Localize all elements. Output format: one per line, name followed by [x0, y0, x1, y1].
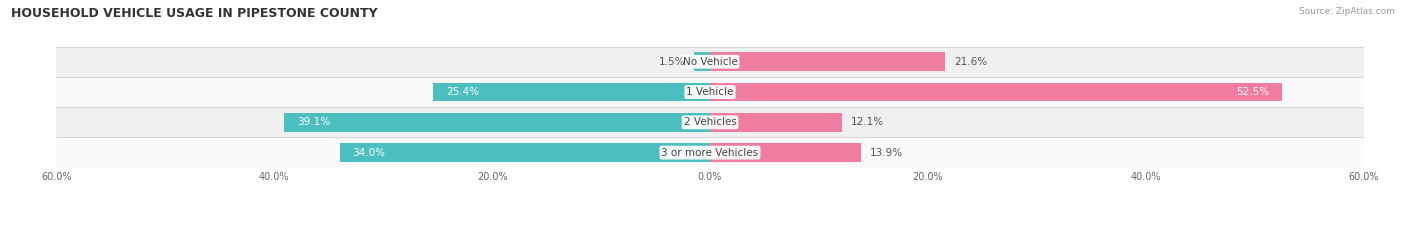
- Text: 34.0%: 34.0%: [353, 148, 385, 158]
- Text: No Vehicle: No Vehicle: [682, 57, 738, 67]
- Text: Source: ZipAtlas.com: Source: ZipAtlas.com: [1299, 7, 1395, 16]
- Text: 21.6%: 21.6%: [955, 57, 987, 67]
- Text: 2 Vehicles: 2 Vehicles: [683, 117, 737, 127]
- Bar: [710, 113, 842, 132]
- Bar: [340, 143, 710, 162]
- Bar: [433, 83, 710, 101]
- Bar: [56, 107, 1364, 137]
- Text: 1.5%: 1.5%: [658, 57, 685, 67]
- Text: 12.1%: 12.1%: [851, 117, 884, 127]
- Text: 25.4%: 25.4%: [446, 87, 479, 97]
- Text: 3 or more Vehicles: 3 or more Vehicles: [661, 148, 759, 158]
- Text: 13.9%: 13.9%: [870, 148, 903, 158]
- Bar: [710, 52, 945, 71]
- Text: 39.1%: 39.1%: [297, 117, 330, 127]
- Bar: [710, 143, 862, 162]
- Bar: [56, 47, 1364, 77]
- Text: HOUSEHOLD VEHICLE USAGE IN PIPESTONE COUNTY: HOUSEHOLD VEHICLE USAGE IN PIPESTONE COU…: [11, 7, 378, 20]
- Bar: [284, 113, 710, 132]
- Bar: [56, 77, 1364, 107]
- Text: 1 Vehicle: 1 Vehicle: [686, 87, 734, 97]
- Text: 52.5%: 52.5%: [1236, 87, 1270, 97]
- Legend: Owner-occupied, Renter-occupied: Owner-occupied, Renter-occupied: [602, 231, 818, 233]
- Bar: [710, 83, 1282, 101]
- Bar: [693, 52, 710, 71]
- Bar: [56, 137, 1364, 168]
